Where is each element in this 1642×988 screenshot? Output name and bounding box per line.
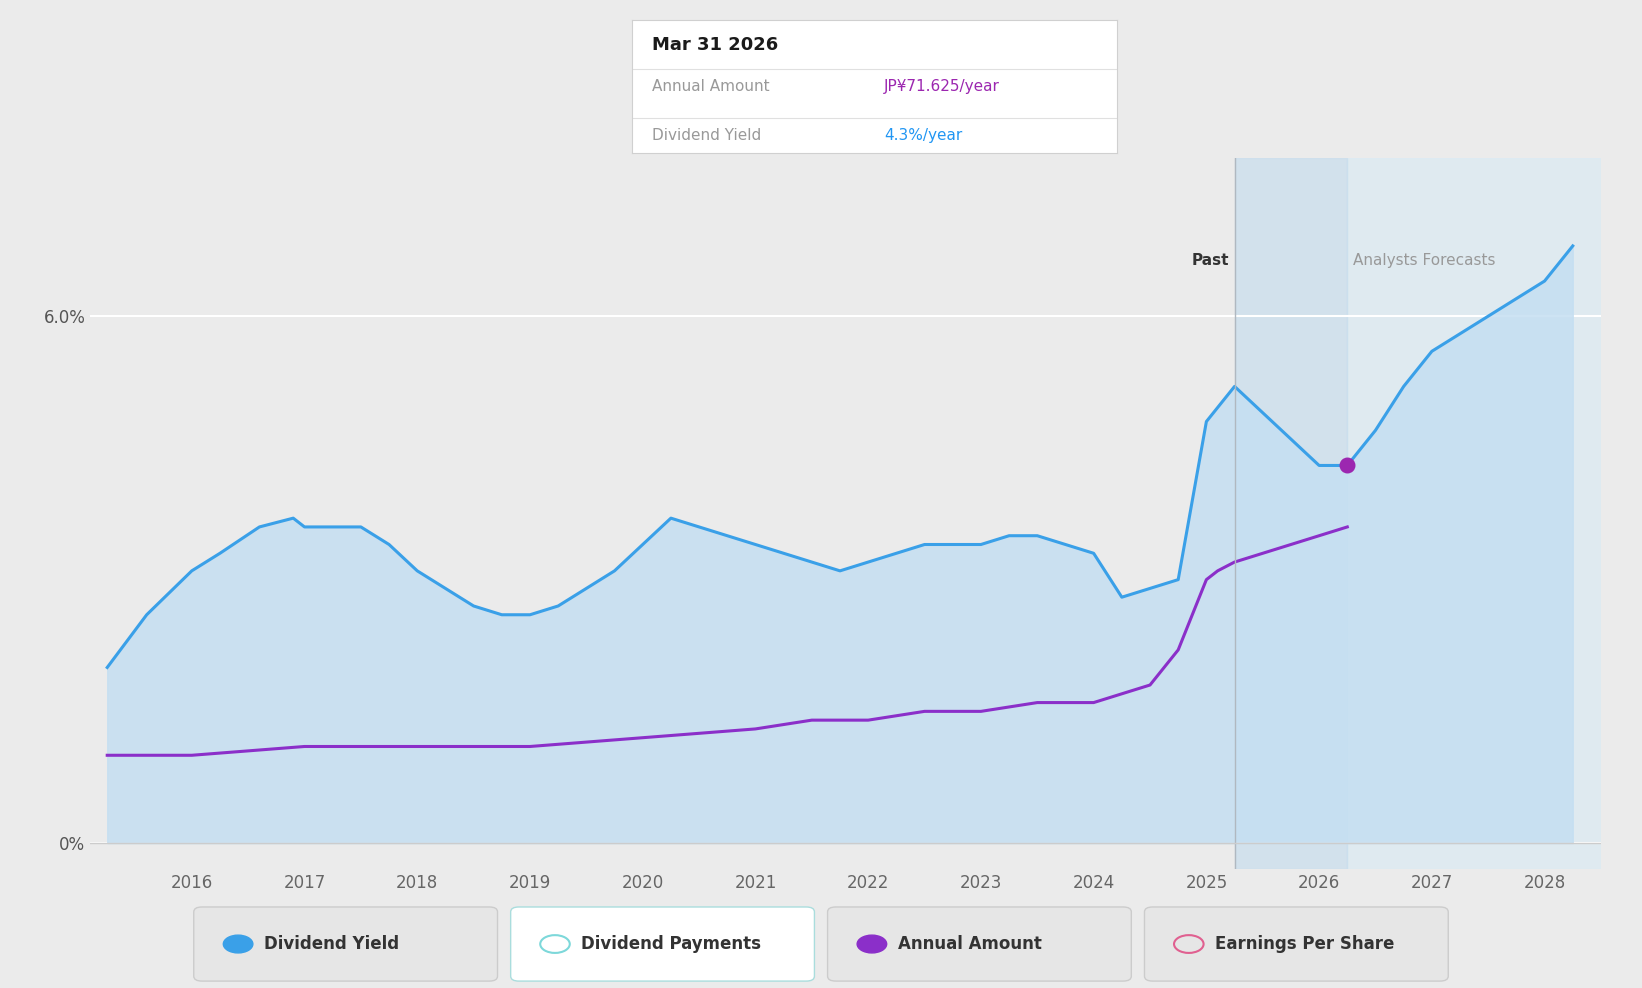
- Text: Mar 31 2026: Mar 31 2026: [652, 36, 778, 53]
- Point: [1335, 457, 1361, 473]
- Text: Annual Amount: Annual Amount: [898, 935, 1043, 953]
- Bar: [1235, 158, 1348, 869]
- Text: Dividend Yield: Dividend Yield: [264, 935, 399, 953]
- Text: Past: Past: [1192, 253, 1228, 268]
- Text: Analysts Forecasts: Analysts Forecasts: [1353, 253, 1496, 268]
- Text: Dividend Payments: Dividend Payments: [581, 935, 762, 953]
- Text: Earnings Per Share: Earnings Per Share: [1215, 935, 1394, 953]
- Bar: [1348, 158, 1601, 869]
- Text: 4.3%/year: 4.3%/year: [883, 128, 962, 143]
- Text: Annual Amount: Annual Amount: [652, 79, 768, 94]
- Text: Dividend Yield: Dividend Yield: [652, 128, 760, 143]
- Text: JP¥71.625/year: JP¥71.625/year: [883, 79, 1000, 94]
